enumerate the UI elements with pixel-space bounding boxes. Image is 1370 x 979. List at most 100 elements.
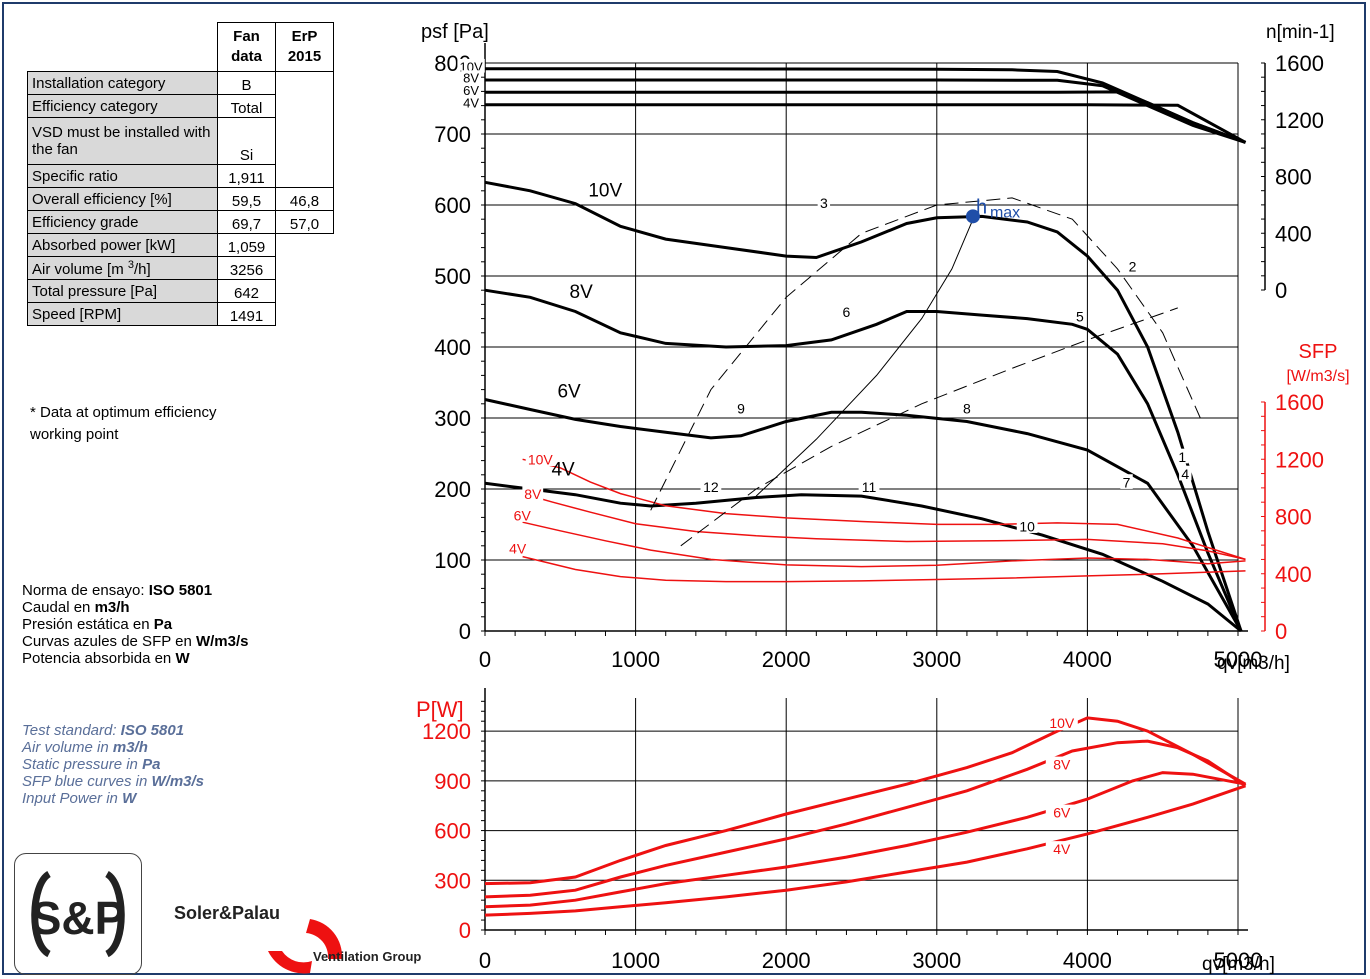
- test-info-line: Air volume in m3/h: [22, 739, 204, 756]
- system-point-label: 3: [817, 194, 831, 211]
- fan-data-value: 1,911: [217, 164, 276, 188]
- power-y-tick-label: 0: [459, 918, 471, 943]
- sfp-curve-label-bg: [525, 451, 555, 467]
- y-tick-label: 0: [459, 619, 471, 644]
- power-curve-label-bg: [1045, 756, 1078, 772]
- system-point-label-text: 8: [963, 401, 971, 417]
- test-info-text: SFP blue curves in: [22, 773, 152, 790]
- pressure-curve-label: 6V: [557, 381, 581, 402]
- fan-data-value: Total: [217, 94, 276, 118]
- system-point-label: 4: [1179, 465, 1192, 482]
- pressure-curve-label: 8V: [570, 282, 594, 303]
- sfp-curve-label-bg: [522, 485, 544, 501]
- power-curve-label-text: 10V: [1049, 715, 1075, 731]
- system-point-label-text: 11: [862, 479, 877, 495]
- speed-tick-label: 800: [1275, 165, 1312, 190]
- pressure-curve-4V: [484, 481, 1242, 633]
- power-x-axis-label: qv[m3/h]: [1202, 954, 1275, 975]
- fan-data-value: B: [217, 71, 276, 95]
- hmax-label: h: [976, 196, 987, 218]
- table-row: Installation category B: [27, 71, 334, 95]
- speed-curve-6V: [485, 90, 1247, 144]
- fan-data-value: Si: [217, 117, 276, 165]
- erp-value: 57,0: [275, 210, 334, 234]
- erp-value: [275, 71, 334, 95]
- table-row: Efficiency grade 69,7 57,0: [27, 210, 334, 234]
- power-x-tick-label: 4000: [1063, 948, 1112, 973]
- hmax-marker: [965, 209, 980, 224]
- system-point-label: 7: [1120, 474, 1133, 491]
- speed-tick-label: 0: [1275, 278, 1287, 303]
- footnote: * Data at optimum efficiency working poi…: [30, 404, 217, 443]
- power-y-tick-label: 900: [434, 769, 471, 794]
- system-point-label-bg: [840, 303, 853, 319]
- test-info-text: Input Power in: [22, 790, 123, 807]
- brand-name: Soler&Palau: [174, 903, 281, 923]
- test-info-value: m3/h: [94, 599, 130, 616]
- test-info-line: Input Power in W: [22, 790, 204, 807]
- fan-data-value: 642: [217, 279, 276, 303]
- sfp-axis-title: SFP: [1299, 341, 1338, 363]
- power-curve-label-bg: [1045, 841, 1078, 857]
- speed-curve-label-bg: [461, 94, 481, 109]
- speed-curve-label-text: 8V: [463, 71, 479, 86]
- system-point-label-text: 4: [1181, 466, 1189, 482]
- ventilation-arc-icon: [268, 919, 343, 974]
- test-info-text: Presión estática en: [22, 616, 154, 633]
- erp-value: [275, 117, 334, 165]
- test-info-line: Curvas azules de SFP en W/m3/s: [22, 633, 249, 650]
- fan-data-value: 59,5: [217, 187, 276, 211]
- erp-value: [275, 94, 334, 118]
- system-curve-5: [680, 307, 1178, 547]
- x-tick-label: 1000: [611, 647, 660, 672]
- sfp-curve-4V: [522, 555, 1246, 583]
- test-info-line: Potencia absorbida en W: [22, 650, 249, 667]
- sfp-curve-6V: [522, 521, 1246, 568]
- pressure-curve-8V: [484, 288, 1243, 632]
- test-info-value: ISO 5801: [148, 582, 213, 599]
- x-tick-label: 2000: [762, 647, 811, 672]
- pressure-curve-10V: [484, 180, 1243, 632]
- power-curve-label-text: 8V: [1053, 757, 1071, 773]
- system-point-label-bg: [1179, 465, 1192, 481]
- sfp-tick-label: 400: [1275, 562, 1312, 587]
- system-point-label: 9: [734, 400, 748, 417]
- sfp-curve-label-text: 4V: [509, 540, 527, 556]
- x-axis-label: qv[m3/h]: [1217, 653, 1290, 674]
- system-point-label: 10: [1016, 518, 1038, 535]
- power-curve-label: 6V: [1045, 804, 1078, 821]
- sfp-tick-label: 1200: [1275, 447, 1324, 472]
- system-curve-2: [650, 197, 1201, 511]
- sp-logo: S&P: [14, 853, 142, 975]
- speed-tick-label: 1600: [1275, 51, 1324, 76]
- table-row: Speed [RPM] 1491: [27, 302, 334, 326]
- sfp-curve-label-bg: [511, 507, 533, 522]
- y-tick-label: 600: [434, 193, 471, 218]
- power-y-tick-label: 600: [434, 819, 471, 844]
- x-tick-label: 3000: [912, 647, 961, 672]
- test-info-value: W: [122, 790, 137, 807]
- x-tick-label: 5000: [1214, 647, 1263, 672]
- row-label: VSD must be installed with the fan: [27, 117, 218, 165]
- row-label: Efficiency grade: [27, 210, 218, 234]
- sfp-curve-label: 10V: [525, 451, 555, 468]
- system-point-label-text: 1: [1178, 449, 1186, 465]
- speed-tick-label: 400: [1275, 221, 1312, 246]
- table-row: Air volume [m 3/h] 3256: [27, 256, 334, 280]
- test-info-text: Curvas azules de SFP en: [22, 633, 196, 650]
- power-y-tick-label: 300: [434, 868, 471, 893]
- test-info-text: Static pressure in: [22, 756, 143, 773]
- table-row: Absorbed power [kW] 1,059: [27, 233, 334, 257]
- test-info-text: Caudal en: [22, 599, 95, 616]
- test-info-value: W: [175, 650, 190, 667]
- system-point-label-text: 3: [820, 195, 828, 211]
- sfp-curve-label: 6V: [511, 507, 533, 523]
- power-x-tick-label: 5000: [1214, 948, 1263, 973]
- row-label: Overall efficiency [%]: [27, 187, 218, 211]
- table-row: Total pressure [Pa] 642: [27, 279, 334, 303]
- test-info-en: Test standard: ISO 5801 Air volume in m3/…: [22, 722, 204, 807]
- sfp-curve-label: 4V: [507, 540, 529, 556]
- test-info-text: Potencia absorbida en: [22, 650, 176, 667]
